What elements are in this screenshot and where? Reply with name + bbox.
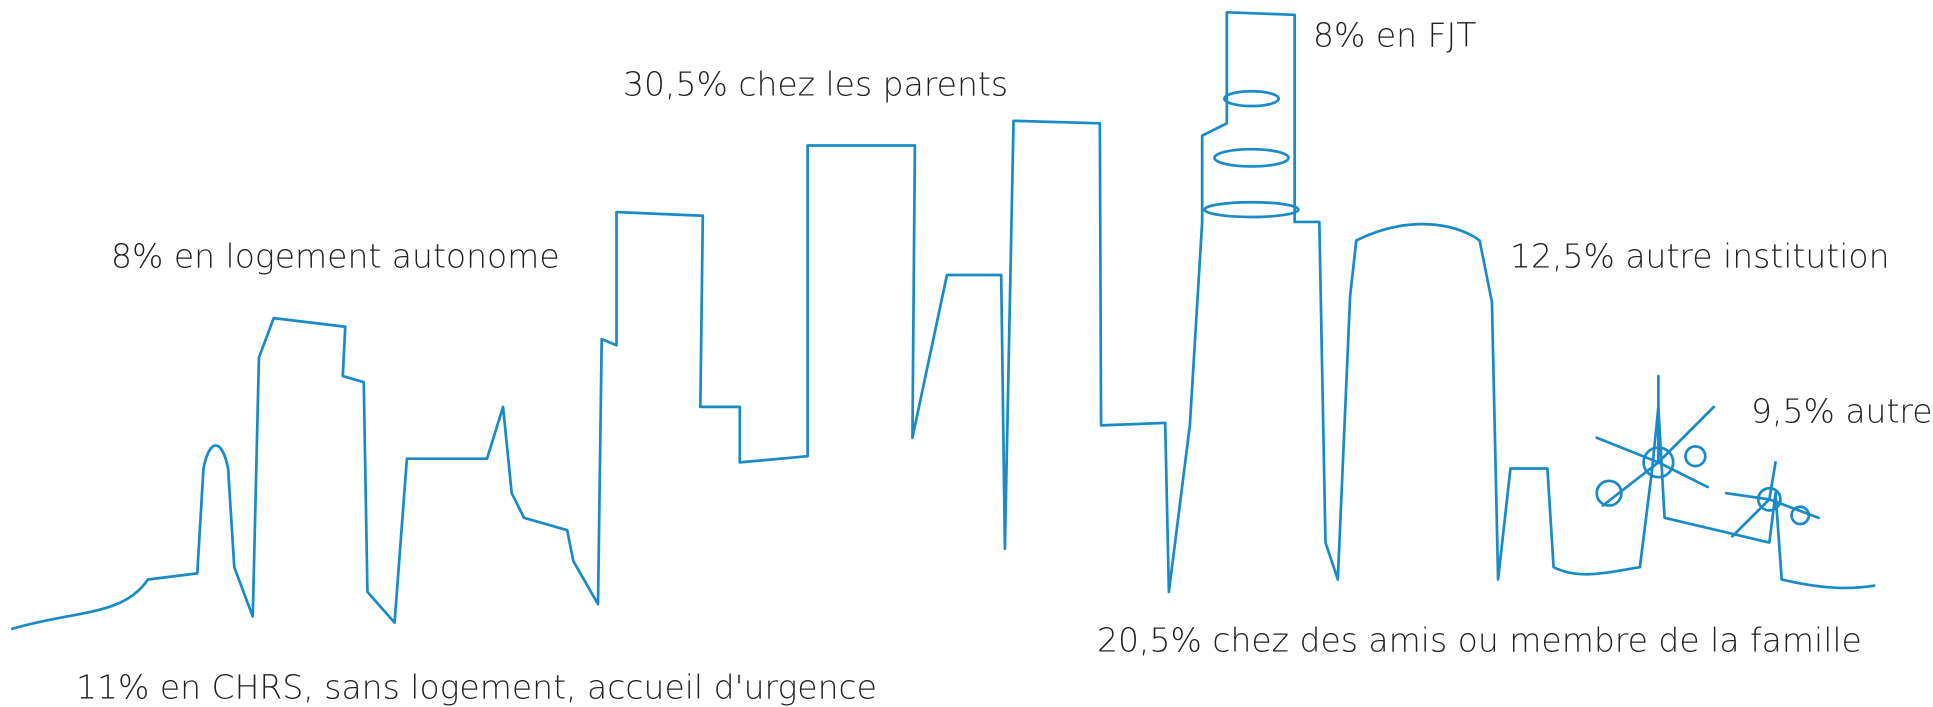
loop (1213, 147, 1290, 168)
flower (1595, 374, 1716, 507)
loop (1223, 89, 1280, 108)
label: 30,5% chez les parents (623, 64, 1009, 104)
skyline-line (10, 10, 1876, 631)
label: 11% en CHRS, sans logement, accueil d'ur… (76, 667, 877, 707)
label: 8% en logement autonome (111, 236, 560, 276)
label: 12,5% autre institution (1510, 236, 1890, 276)
label: 9,5% autre (1751, 391, 1933, 431)
flower (1724, 461, 1821, 538)
label: 8% en FJT (1313, 15, 1477, 55)
label: 20,5% chez des amis ou membre de la fami… (1097, 620, 1862, 660)
loop (1203, 200, 1300, 219)
